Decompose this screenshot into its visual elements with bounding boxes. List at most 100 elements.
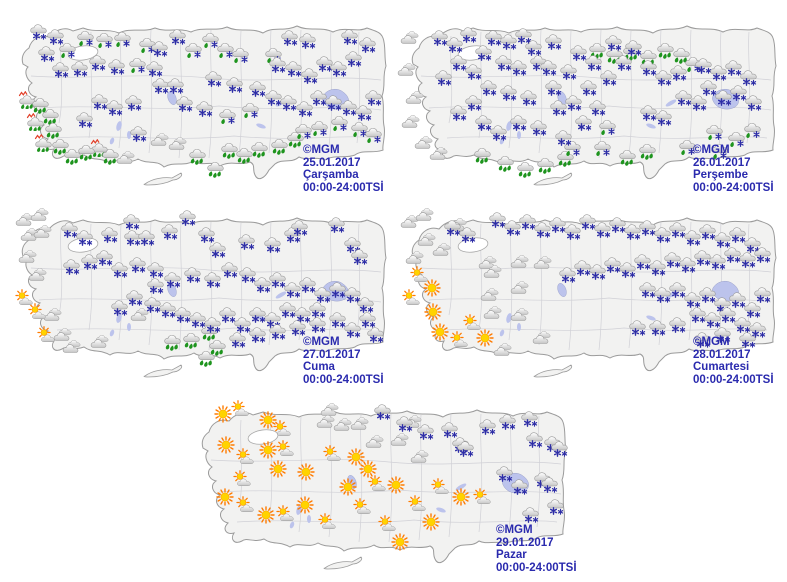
weather-icon-snow [74,111,96,129]
weather-icon-snow [603,34,625,52]
weather-icon-sun [429,323,451,341]
weather-icon-cloud [404,249,426,267]
weather-icon-sun [267,460,289,478]
weather-icon-rain [76,143,98,161]
map-hours: 00:00-24:00TSİ [693,373,774,386]
weather-icon-snow [177,209,199,227]
weather-icon-sun [420,513,442,531]
weather-icon-rain [515,160,537,178]
weather-icon-snow [448,104,470,122]
weather-icon-snow [415,423,437,441]
weather-icon-snow [262,236,284,254]
weather-icon-psun [377,515,399,533]
weather-icon-cloud [349,415,371,433]
weather-icon-psun [449,331,471,349]
weather-icon-snow [543,33,565,51]
weather-icon-cloud [399,29,421,47]
map-label: ©MGM 27.01.2017 Cuma 00:00-24:00TSİ [303,336,384,386]
weather-icon-snow [224,76,246,94]
weather-icon-snow [372,403,394,421]
forecast-map-friday: ©MGM 27.01.2017 Cuma 00:00-24:00TSİ [8,200,390,390]
weather-icon-snow [307,316,329,334]
weather-icon-snow [647,319,669,337]
weather-icon-snow [227,331,249,349]
map-credit: ©MGM [303,336,340,348]
weather-icon-cloud [509,306,531,324]
weather-icon-snow [194,100,216,118]
weather-icon-snow [287,319,309,337]
weather-icon-psun [430,478,452,496]
weather-icon-snow [167,28,189,46]
weather-icon-snow [458,26,480,44]
weather-icon-snow [109,299,131,317]
weather-icon-snow [509,478,531,496]
weather-icon-cloud [492,341,514,359]
weather-icon-sleet [704,123,726,141]
map-date: 25.01.2017 [303,156,361,169]
forecast-map-wednesday: ©MGM 25.01.2017 Çarşamba 00:00-24:00TSİ [8,8,390,198]
weather-icon-cloud [509,253,531,271]
weather-icon-cloud [89,333,111,351]
weather-icon-snow [498,84,520,102]
weather-icon-cloud [400,113,422,131]
forecast-map-thursday: ©MGM 26.01.2017 Perşembe 00:00-24:00TSİ [398,8,780,198]
weather-icon-cloud [364,433,386,451]
weather-icon-snow [433,69,455,87]
weather-icon-snow [668,64,690,82]
weather-icon-cloud [404,89,426,107]
weather-icon-sleet [217,107,239,125]
map-day: Cumartesi [693,361,750,373]
weather-icon-cloud [27,266,49,284]
weather-icon-sun [215,436,237,454]
weather-icon-snow [553,129,575,147]
weather-icon-cloud [115,149,137,167]
weather-icon-snow [128,125,150,143]
weather-icon-rain [472,146,494,164]
weather-icon-cloud [482,263,504,281]
map-credit: ©MGM [303,144,340,156]
weather-icon-sleet [597,118,619,136]
weather-icon-snow [557,266,579,284]
weather-icon-psun [462,314,484,332]
map-day: Çarşamba [303,169,359,181]
weather-icon-psun [367,475,389,493]
weather-icon-snow [752,286,774,304]
weather-icon-snow [549,440,571,458]
weather-icon-snow [236,233,258,251]
map-label: ©MGM 26.01.2017 Perşembe 00:00-24:00TSİ [693,144,774,194]
weather-icon-snow [144,60,166,78]
weather-icon-snow [488,124,510,142]
weather-icon-snow [497,413,519,431]
weather-icon-snow [207,241,229,259]
weather-icon-psun [317,513,339,531]
weather-icon-psun [275,505,297,523]
weather-icon-cloud [532,254,554,272]
weather-icon-cloud [32,223,54,241]
weather-icon-psun [230,400,252,418]
weather-icon-snow [247,326,269,344]
weather-icon-snow [289,219,311,237]
weather-icon-cloud [479,286,501,304]
weather-icon-psun [232,470,254,488]
weather-icon-psun [235,448,257,466]
weather-icon-snow [528,119,550,137]
weather-icon-rain [637,142,659,160]
weather-icon-psun [472,488,494,506]
weather-icon-rain [617,148,639,166]
weather-icon-psun [322,445,344,463]
weather-icon-sun [294,496,316,514]
weather-icon-snow [106,58,128,76]
weather-icon-snow [297,32,319,50]
map-day: Cuma [303,361,335,373]
weather-icon-cloud [61,338,83,356]
weather-icon-snow [174,95,196,113]
weather-icon-snow [545,498,567,516]
weather-icon-snow [587,99,609,117]
weather-icon-sleet [112,30,134,48]
weather-icon-sun [214,488,236,506]
map-hours: 00:00-24:00TSİ [496,561,577,574]
weather-icon-sun [337,478,359,496]
weather-icon-snow [508,114,530,132]
map-day: Perşembe [693,169,748,181]
weather-icon-cloud [29,206,51,224]
